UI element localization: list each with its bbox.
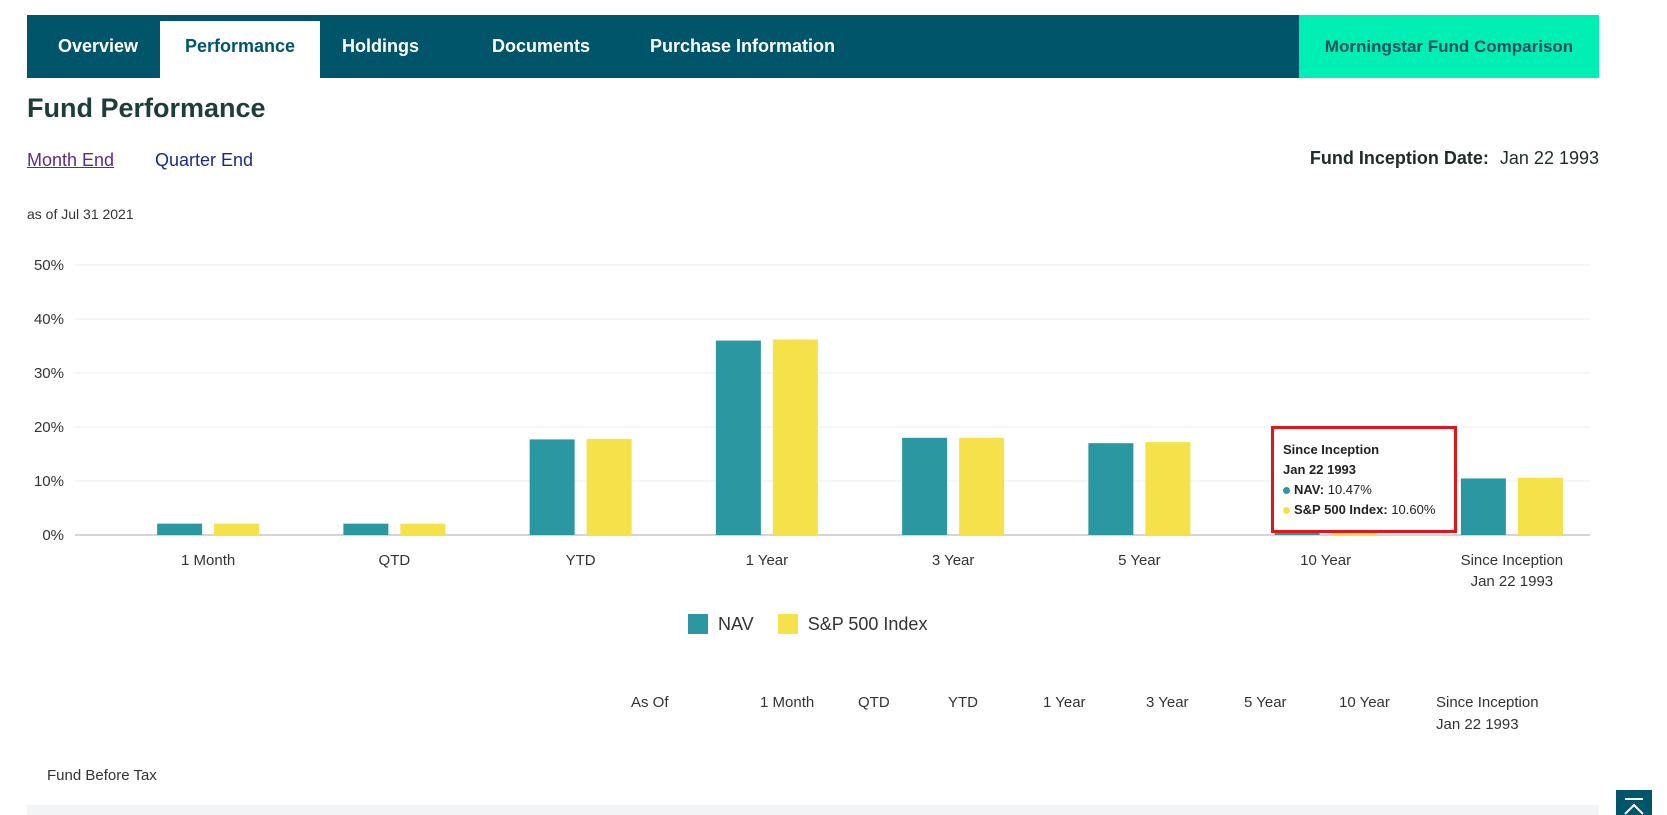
bar-nav — [529, 439, 575, 535]
x-tick-label: 3 Year — [932, 552, 975, 569]
as-of-date: as of Jul 31 2021 — [27, 206, 134, 222]
tab-holdings[interactable]: Holdings — [342, 36, 419, 56]
table-header-since-inception: Since Inception Jan 22 1993 — [1436, 692, 1539, 736]
y-tick-label: 20% — [34, 419, 64, 436]
x-tick-label: Jan 22 1993 — [1471, 573, 1554, 590]
bar-nav — [1460, 478, 1506, 535]
table-header-3-year: 3 Year — [1146, 694, 1189, 711]
since-inception-label: Since Inception — [1436, 694, 1539, 711]
morningstar-fund-comparison-button[interactable]: Morningstar Fund Comparison — [1299, 15, 1599, 78]
y-tick-label: 0% — [42, 527, 64, 544]
chart-legend: NAV S&P 500 Index — [688, 612, 951, 636]
bar-sp500 — [1517, 477, 1563, 535]
tab-purchase-information[interactable]: Purchase Information — [650, 36, 836, 56]
x-tick-label: 1 Month — [181, 552, 235, 569]
table-header-qtd: QTD — [858, 694, 890, 711]
back-to-top-button[interactable] — [1616, 790, 1652, 815]
tab-overview[interactable]: Overview — [58, 36, 139, 56]
y-tick-label: 40% — [34, 311, 64, 328]
inception-label: Fund Inception Date: — [1309, 148, 1489, 168]
x-tick-label: Since Inception — [1461, 552, 1564, 569]
tooltip-sp500-value: 10.60% — [1391, 502, 1436, 517]
bar-sp500 — [400, 523, 446, 535]
x-tick-label: YTD — [566, 552, 596, 569]
chevron-up-icon — [1624, 798, 1644, 815]
bar-nav — [343, 523, 389, 535]
legend-swatch-nav — [688, 614, 708, 634]
y-tick-label: 10% — [34, 473, 64, 490]
fund-inception-date: Fund Inception Date: Jan 22 1993 — [1310, 148, 1599, 169]
y-tick-label: 30% — [34, 365, 64, 382]
since-inception-date: Jan 22 1993 — [1436, 716, 1519, 733]
tooltip-nav-label: NAV: — [1294, 482, 1325, 497]
tooltip-title: Since Inception — [1283, 442, 1380, 457]
table-header-ytd: YTD — [948, 694, 978, 711]
bar-sp500 — [214, 523, 260, 535]
bar-nav — [902, 437, 948, 535]
legend-item-sp500[interactable]: S&P 500 Index — [777, 613, 928, 635]
table-header-as-of: As Of — [631, 694, 669, 711]
y-tick-label: 50% — [34, 257, 64, 274]
bar-sp500 — [586, 438, 632, 535]
tab-bar: Overview Performance Holdings Documents … — [27, 15, 1599, 78]
sp500-dot-icon — [1283, 507, 1290, 515]
row-label-fund-before-tax: Fund Before Tax — [47, 767, 157, 784]
table-header-1-year: 1 Year — [1043, 694, 1086, 711]
bar-sp500 — [1145, 442, 1191, 535]
legend-label-nav: NAV — [718, 613, 754, 634]
x-tick-label: 1 Year — [746, 552, 789, 569]
bar-nav — [157, 523, 203, 535]
tooltip-row-sp500: S&P 500 Index: 10.60% — [1283, 500, 1445, 520]
x-tick-label: QTD — [379, 552, 411, 569]
tab-documents[interactable]: Documents — [492, 36, 591, 56]
table-header-1-month: 1 Month — [760, 694, 815, 711]
bar-sp500 — [959, 437, 1005, 535]
tooltip-row-nav: NAV: 10.47% — [1283, 480, 1445, 500]
tooltip-date: Jan 22 1993 — [1283, 462, 1357, 477]
month-end-link[interactable]: Month End — [27, 150, 115, 170]
table-row — [27, 805, 1599, 815]
bar-nav — [715, 340, 761, 535]
nav-dot-icon — [1283, 487, 1290, 495]
quarter-end-link[interactable]: Quarter End — [155, 150, 254, 170]
chart-tooltip: Since Inception Jan 22 1993 NAV: 10.47% … — [1271, 426, 1457, 533]
x-tick-label: 10 Year — [1300, 552, 1351, 569]
inception-value: Jan 22 1993 — [1499, 148, 1599, 168]
page-title: Fund Performance — [27, 93, 266, 123]
legend-label-sp500: S&P 500 Index — [807, 613, 928, 634]
table-header-10-year: 10 Year — [1339, 694, 1390, 711]
tab-performance[interactable]: Performance — [160, 21, 321, 78]
table-header-5-year: 5 Year — [1244, 694, 1287, 711]
bar-sp500 — [772, 339, 818, 535]
bar-nav — [1088, 443, 1134, 535]
tooltip-sp500-label: S&P 500 Index: — [1294, 502, 1388, 517]
legend-swatch-sp500 — [777, 614, 798, 634]
tooltip-nav-value: 10.47% — [1327, 482, 1372, 497]
x-tick-label: 5 Year — [1118, 552, 1161, 569]
performance-bar-chart: 0% 10% 20% 30% 40% 50% 1 Month QTD YTD 1 Year 3 Ye… — [34, 257, 1590, 590]
legend-item-nav[interactable]: NAV — [688, 614, 754, 635]
